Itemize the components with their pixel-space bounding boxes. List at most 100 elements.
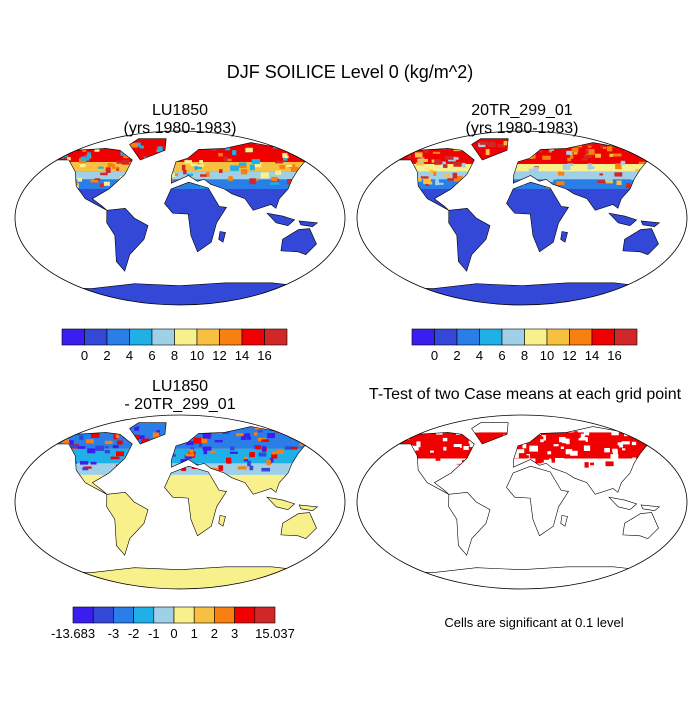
land-band [46, 171, 318, 180]
land-cell [90, 180, 99, 183]
land-cell [94, 148, 100, 152]
land-cell [291, 446, 298, 450]
coastline [506, 181, 570, 253]
land-cell [297, 145, 303, 152]
land-cell [432, 151, 441, 154]
land-cell [638, 161, 648, 164]
coastline [45, 566, 314, 589]
land-cell [315, 174, 318, 178]
land-cell [646, 430, 650, 436]
land-cell [588, 166, 595, 170]
land-cell [147, 157, 151, 161]
land-cell [471, 183, 476, 188]
land-cell [184, 160, 192, 164]
colorbar-box [411, 328, 435, 346]
land-cell [436, 430, 443, 435]
land-cell [190, 163, 198, 167]
land-cell [195, 164, 205, 167]
land-cell [414, 152, 423, 158]
land-cell [163, 158, 167, 165]
land-cell [36, 462, 42, 466]
land-cell [654, 463, 660, 468]
land-cell [555, 458, 564, 463]
land-cell [197, 162, 202, 166]
land-cell [90, 461, 97, 465]
land-cell [152, 432, 160, 438]
coastline [448, 491, 491, 556]
colorbar-box [72, 606, 94, 624]
land-cell [310, 461, 314, 466]
land-cell [299, 441, 304, 447]
colorbar-box [214, 606, 235, 624]
land-cell [540, 146, 546, 150]
land-cell [113, 434, 118, 440]
land-cell [469, 453, 479, 459]
coastline [390, 148, 475, 211]
land-cell [49, 459, 58, 464]
land-cell [266, 459, 271, 466]
colorbar-label: 4 [126, 348, 133, 363]
land-cell [611, 445, 620, 451]
land-cell [189, 434, 193, 438]
land-cell [66, 171, 71, 175]
land-cell [453, 161, 462, 167]
land-cell [565, 449, 573, 455]
land-cell [202, 446, 212, 451]
land-base [46, 138, 318, 305]
colorbar-box [92, 606, 114, 624]
land-cell [223, 156, 228, 162]
land-cell [246, 437, 252, 440]
land-cell [522, 155, 530, 159]
coastline [622, 512, 659, 540]
land-cell [67, 157, 71, 161]
land-cell [578, 439, 586, 443]
land-cell [452, 172, 458, 179]
land-cell [46, 176, 51, 183]
colorbar-label: 14 [585, 348, 599, 363]
land-cell [626, 183, 631, 189]
land-cell [650, 462, 656, 469]
land-cell [238, 162, 247, 169]
land-cell [178, 179, 185, 183]
land-cell [86, 439, 94, 444]
land-band [388, 432, 660, 459]
panel-title: (yrs 1980-1983) [124, 120, 237, 137]
colorbar-label: 8 [521, 348, 528, 363]
land-cell [374, 184, 380, 189]
land-cell [79, 164, 86, 168]
coastline [512, 142, 660, 211]
land-cell [618, 436, 628, 442]
land-cell [535, 458, 542, 464]
land-cell [70, 444, 79, 448]
land-cell [658, 438, 660, 443]
land-cell [588, 464, 596, 468]
map-panel [14, 130, 346, 306]
land-cell [272, 451, 276, 455]
colorbar-box [174, 328, 198, 346]
land-cell [148, 453, 155, 457]
land-cell [551, 458, 556, 463]
colorbar-box [151, 328, 175, 346]
colorbar-box [219, 328, 243, 346]
land-cell [616, 465, 621, 471]
colorbar-label: 15.037 [255, 626, 295, 641]
land-cell [511, 452, 519, 459]
colorbar-box [591, 328, 615, 346]
land-cell [478, 142, 486, 148]
land-cell [394, 451, 398, 455]
land-cell [443, 440, 450, 445]
map-clip [387, 422, 661, 589]
land-cell [516, 449, 525, 454]
land-cell [46, 444, 48, 450]
land-cell [55, 165, 65, 170]
land-cell [497, 143, 506, 148]
land-cell [451, 450, 459, 455]
figure-title: DJF SOILICE Level 0 (kg/m^2) [227, 62, 474, 82]
land-cell [54, 141, 59, 147]
land-cell [547, 177, 554, 182]
colorbar-label: -3 [108, 626, 120, 641]
colorbar-box [479, 328, 503, 346]
coastline [640, 220, 661, 228]
panel-title: - 20TR_299_01 [124, 396, 235, 413]
land-cell [477, 467, 487, 473]
